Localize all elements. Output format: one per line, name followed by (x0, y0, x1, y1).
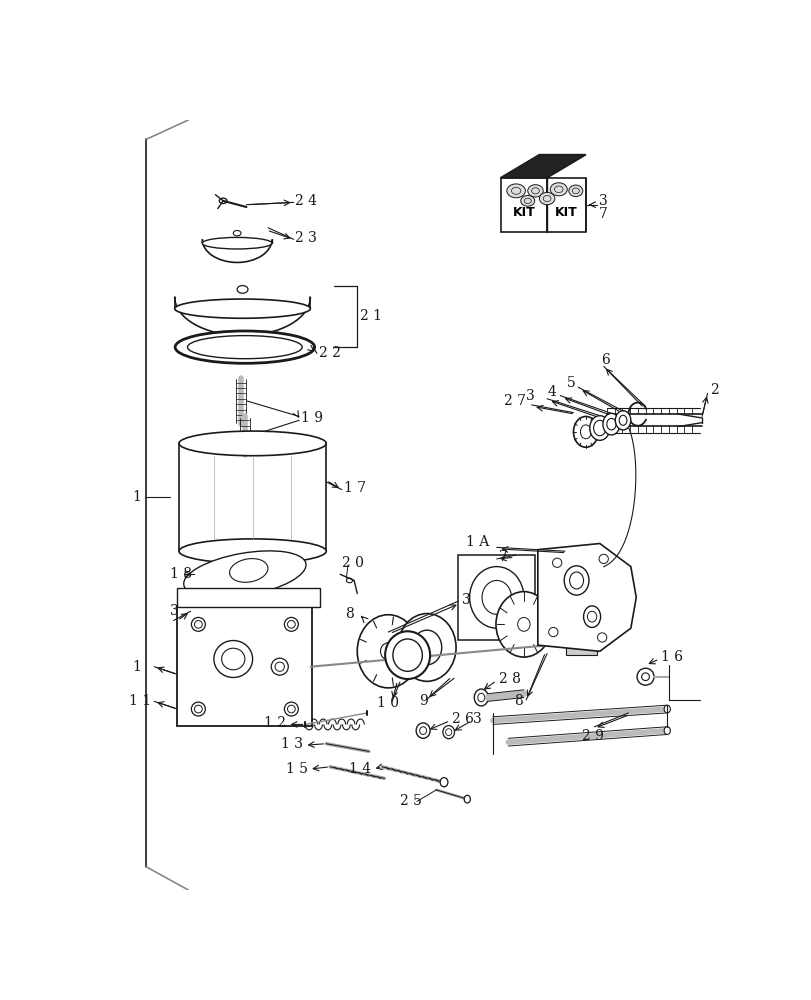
Text: KIT: KIT (512, 206, 534, 219)
Text: 1 9: 1 9 (301, 411, 323, 425)
Ellipse shape (527, 185, 543, 197)
Ellipse shape (384, 631, 430, 679)
Ellipse shape (230, 559, 268, 582)
Text: 5: 5 (566, 376, 574, 390)
Polygon shape (500, 155, 586, 178)
Text: 3: 3 (599, 194, 607, 208)
Ellipse shape (573, 416, 598, 447)
Ellipse shape (442, 726, 454, 739)
Ellipse shape (464, 795, 470, 803)
Text: 1 0: 1 0 (376, 696, 398, 710)
Ellipse shape (183, 551, 306, 598)
Ellipse shape (589, 416, 609, 440)
Text: 1 2: 1 2 (264, 716, 286, 730)
Text: KIT: KIT (555, 206, 577, 219)
Text: 1: 1 (132, 490, 141, 504)
Ellipse shape (663, 705, 670, 713)
Ellipse shape (178, 539, 326, 564)
Polygon shape (500, 178, 547, 232)
Text: 1 7: 1 7 (344, 481, 366, 495)
Ellipse shape (187, 336, 302, 359)
Text: 3: 3 (473, 712, 482, 726)
Text: 8: 8 (513, 694, 522, 708)
Polygon shape (537, 544, 636, 651)
Text: 2: 2 (709, 382, 718, 396)
Text: 1: 1 (132, 660, 141, 674)
Ellipse shape (393, 639, 422, 671)
Text: 2 2: 2 2 (319, 346, 341, 360)
Text: 2 9: 2 9 (581, 729, 603, 743)
Text: 2 5: 2 5 (399, 794, 421, 808)
Ellipse shape (175, 331, 314, 363)
Ellipse shape (440, 778, 448, 787)
Ellipse shape (615, 411, 630, 430)
Polygon shape (457, 555, 534, 640)
Polygon shape (547, 178, 586, 232)
Text: 1 8: 1 8 (169, 567, 191, 581)
Ellipse shape (174, 299, 310, 318)
Text: 4: 4 (547, 385, 556, 399)
Text: 6: 6 (601, 353, 609, 367)
Text: 7: 7 (499, 550, 508, 564)
Text: 2 3: 2 3 (295, 231, 317, 245)
Text: 3: 3 (461, 593, 470, 607)
Ellipse shape (506, 184, 525, 198)
Ellipse shape (569, 185, 582, 197)
Polygon shape (178, 607, 312, 726)
Text: 2 8: 2 8 (499, 672, 521, 686)
Text: 1 A: 1 A (466, 535, 488, 549)
Text: 7: 7 (599, 207, 607, 221)
Ellipse shape (663, 727, 670, 734)
Ellipse shape (496, 592, 551, 657)
Text: 8: 8 (345, 607, 354, 621)
Ellipse shape (474, 689, 487, 706)
Polygon shape (178, 588, 320, 607)
Ellipse shape (603, 413, 620, 435)
Text: 2 1: 2 1 (359, 309, 381, 323)
Text: 1 1: 1 1 (128, 694, 151, 708)
Ellipse shape (415, 723, 430, 738)
Polygon shape (566, 644, 597, 655)
Text: 2 6: 2 6 (451, 712, 473, 726)
Text: 1 5: 1 5 (285, 762, 307, 776)
Text: 1 4: 1 4 (349, 762, 371, 776)
Ellipse shape (637, 668, 654, 685)
Ellipse shape (550, 183, 567, 196)
Text: 2 0: 2 0 (341, 556, 363, 570)
Ellipse shape (520, 195, 534, 206)
Text: 2 7: 2 7 (504, 394, 526, 408)
Ellipse shape (178, 431, 326, 456)
Text: 1 6: 1 6 (660, 650, 682, 664)
Ellipse shape (357, 615, 418, 688)
Ellipse shape (539, 192, 554, 205)
Ellipse shape (202, 237, 272, 249)
Text: 1 3: 1 3 (281, 737, 303, 751)
Ellipse shape (397, 614, 456, 681)
Text: 2 4: 2 4 (295, 194, 317, 208)
Text: 9: 9 (418, 694, 427, 708)
Text: 3: 3 (169, 604, 178, 618)
Text: 3: 3 (526, 389, 534, 403)
